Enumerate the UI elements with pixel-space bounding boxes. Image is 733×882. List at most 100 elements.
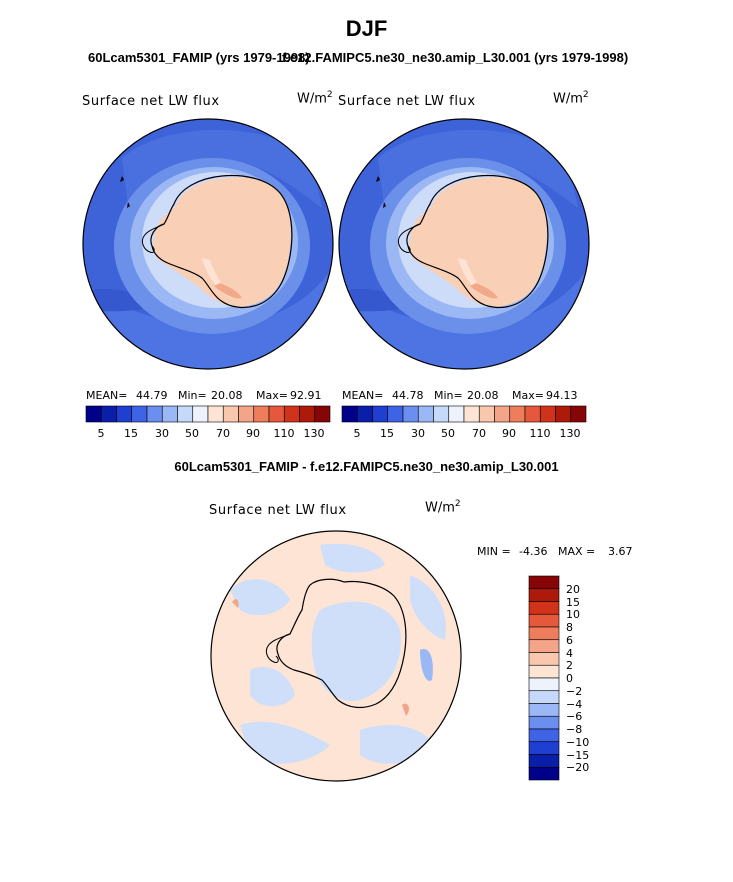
colorbar-swatch (494, 405, 511, 423)
island (127, 202, 130, 208)
colorbar-tick-label: 50 (441, 427, 455, 440)
panel-right-mean-value: 44.78 (392, 389, 424, 402)
colorbar-tick-label: −6 (566, 710, 583, 723)
colorbar-swatch (555, 405, 572, 423)
colorbar-tick-label: 2 (566, 659, 573, 672)
map-boundary (210, 530, 462, 782)
colorbar-swatch (100, 405, 117, 423)
colorbar-swatch (161, 405, 178, 423)
island (383, 202, 386, 208)
colorbar-swatch (528, 575, 560, 590)
antarctica-land-fill (153, 177, 292, 307)
diff-neg-patch (320, 543, 385, 573)
colorbar-tick-label: 15 (124, 427, 138, 440)
panel-right-units: W/m2 (553, 90, 589, 107)
panel-left-mean-label: MEAN= (86, 389, 128, 402)
colorbar-swatch (528, 652, 560, 666)
colorbar-tick-label: 110 (529, 427, 551, 440)
colorbar-swatch (372, 405, 389, 423)
colorbar-swatch (528, 703, 560, 717)
colorbar-swatch (341, 405, 358, 423)
antarctica-land-fill (409, 177, 548, 307)
colorbar-swatch (283, 405, 300, 423)
colorbar-swatch (253, 405, 270, 423)
diff-neg-patch (250, 666, 295, 707)
colorbar-tick-label: 6 (566, 634, 573, 647)
colorbar-tick-label: 5 (97, 427, 105, 440)
diff-neg-patch (230, 579, 290, 616)
colorbar-swatch (528, 766, 560, 781)
colorbar-swatch (463, 405, 480, 423)
colorbar-swatch (433, 405, 450, 423)
difference-max-label: MAX = (558, 545, 596, 558)
map-boundary (82, 118, 334, 370)
colorbar-tick-label: −10 (566, 736, 590, 749)
map-right-polar-plot (338, 118, 590, 370)
colorbar-swatch (448, 405, 465, 423)
colorbar-tick-label: 30 (411, 427, 425, 440)
diff-neg-patch (311, 601, 401, 701)
colorbar-swatch (387, 405, 404, 423)
colorbar-swatch (478, 405, 495, 423)
antarctic-peninsula-coast (265, 633, 291, 663)
ocean-band (339, 268, 589, 369)
colorbar-tick-label: −15 (566, 749, 590, 762)
panel-left-units: W/m2 (297, 90, 333, 107)
colorbar-swatch (528, 588, 560, 602)
colorbar-swatch (528, 741, 560, 755)
panel-left-max-label: Max= (256, 389, 288, 402)
colorbar-right (341, 405, 587, 423)
colorbar-swatch (356, 405, 373, 423)
panel-left-min-value: 20.08 (211, 389, 243, 402)
colorbar-tick-label: 0 (566, 672, 573, 685)
colorbar-swatch (528, 754, 560, 768)
land-warm-patch (214, 283, 242, 299)
map-boundary (338, 118, 590, 370)
colorbar-tick-label: 90 (246, 427, 260, 440)
antarctica-coastline (150, 174, 293, 309)
panel-left-mean-value: 44.79 (136, 389, 168, 402)
colorbar-swatch (528, 728, 560, 743)
colorbar-swatch (131, 405, 148, 423)
model-label-right: f.e12.FAMIPC5.ne30_ne30.amip_L30.001 (yr… (282, 50, 629, 65)
difference-min-value: -4.36 (519, 545, 548, 558)
colorbar-tick-label: 20 (566, 583, 580, 596)
colorbar-tick-label: −2 (566, 685, 583, 698)
colorbar-tick-label: 50 (185, 427, 199, 440)
main-title: DJF (345, 16, 388, 41)
colorbar-tick-label: 5 (353, 427, 361, 440)
colorbar-tick-label: −4 (566, 698, 583, 711)
colorbar-swatch (509, 405, 526, 423)
colorbar-tick-label: 130 (303, 427, 325, 440)
colorbar-left (85, 405, 331, 423)
colorbar-tick-label: 4 (566, 647, 573, 660)
colorbar-swatch (85, 405, 102, 423)
panel-left-min-label: Min= (178, 389, 207, 402)
diff-pos-patch (402, 703, 409, 716)
colorbar-swatch (238, 405, 255, 423)
colorbar-swatch (528, 613, 560, 628)
colorbar-swatch (528, 639, 560, 653)
colorbar-difference (528, 575, 560, 781)
model-label-left: 60Lcam5301_FAMIP (yrs 1979-1998) (88, 50, 310, 65)
colorbar-swatch (528, 690, 560, 704)
panel-right-max-label: Max= (512, 389, 544, 402)
colorbar-swatch (528, 677, 560, 692)
difference-units: W/m2 (425, 499, 461, 516)
map-left-polar-plot (82, 118, 334, 370)
ocean-band (83, 268, 333, 369)
land-warm-patch (470, 283, 498, 299)
colorbar-tick-label: 90 (502, 427, 516, 440)
colorbar-tick-label: 10 (566, 608, 580, 621)
panel-right-max-value: 94.13 (546, 389, 578, 402)
difference-title: 60Lcam5301_FAMIP - f.e12.FAMIPC5.ne30_ne… (174, 459, 559, 474)
colorbar-swatch (539, 405, 556, 423)
colorbar-tick-label: 15 (380, 427, 394, 440)
antarctica-coastline (276, 578, 407, 709)
colorbar-swatch (524, 405, 541, 423)
colorbar-swatch (314, 405, 331, 423)
panel-right-variable-title: Surface net LW flux (338, 94, 476, 109)
antarctic-peninsula-coast (397, 223, 421, 253)
colorbar-swatch (528, 626, 560, 641)
island (120, 176, 124, 182)
